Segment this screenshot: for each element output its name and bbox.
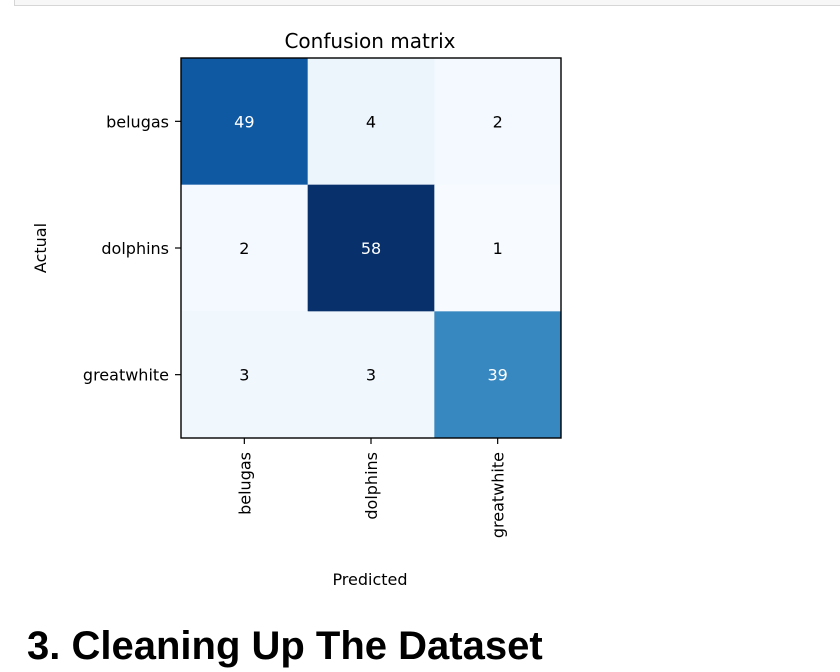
heatmap-cell — [181, 184, 309, 312]
y-tick-label: dolphins — [101, 239, 169, 258]
cell-value-label: 3 — [239, 366, 249, 385]
x-tick-label: greatwhite — [489, 452, 508, 538]
heatmap-cells: 49 4 2 2 58 1 3 3 39 — [181, 58, 562, 439]
x-axis-label: Predicted — [332, 570, 407, 589]
cell-value-label: 2 — [493, 112, 503, 131]
chart-title: Confusion matrix — [284, 29, 455, 53]
heatmap-cell — [181, 58, 309, 186]
cell-value-label: 1 — [493, 239, 503, 258]
cell-value-label: 2 — [239, 239, 249, 258]
x-tick-label: belugas — [235, 452, 254, 515]
section-heading: 3. Cleaning Up The Dataset — [27, 624, 543, 668]
y-tick-label: belugas — [106, 112, 169, 131]
heatmap-cell — [307, 184, 435, 312]
cell-output-border — [14, 0, 840, 6]
cell-value-label: 3 — [366, 366, 376, 385]
cell-value-label: 49 — [234, 112, 254, 131]
confusion-matrix-chart: Confusion matrix 49 4 2 2 58 1 3 3 39 belugas dol… — [31, 29, 562, 589]
y-axis-label: Actual — [31, 223, 50, 273]
cell-value-label: 4 — [366, 112, 376, 131]
heatmap-cell — [434, 184, 562, 312]
y-axis-ticks: belugas dolphins greatwhite — [83, 112, 181, 385]
heatmap-cell — [434, 58, 562, 186]
y-tick-label: greatwhite — [83, 366, 169, 385]
heatmap-cell — [434, 311, 562, 439]
heatmap-cell — [181, 311, 309, 439]
heatmap-cell — [307, 58, 435, 186]
cell-value-label: 39 — [487, 366, 507, 385]
x-axis-ticks: belugas dolphins greatwhite — [235, 438, 508, 538]
heatmap-cell — [307, 311, 435, 439]
x-tick-label: dolphins — [362, 452, 381, 520]
cell-value-label: 58 — [361, 239, 381, 258]
